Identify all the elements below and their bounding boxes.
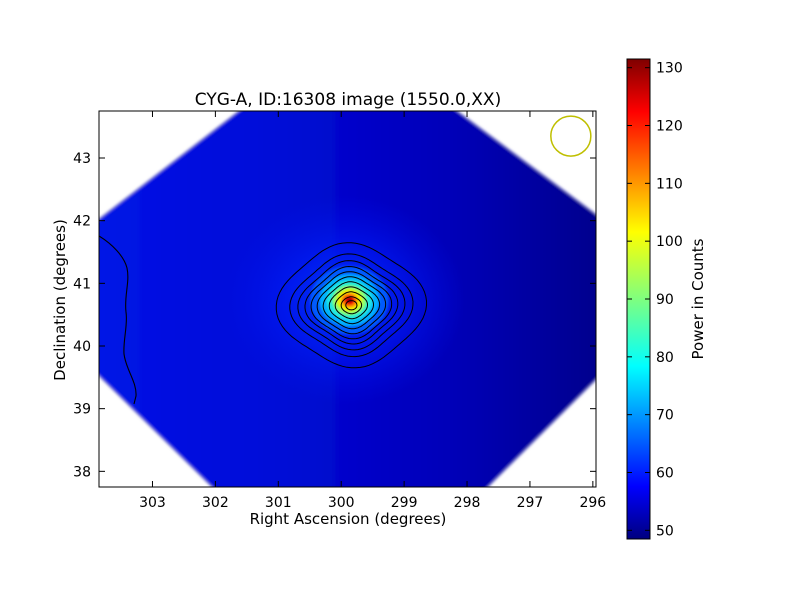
y-axis: 38 39 40 41 42 43 bbox=[73, 151, 596, 480]
y-axis-label: Declination (degrees) bbox=[51, 219, 69, 381]
colorbar-axis: 50 60 70 80 90 100 110 120 130 bbox=[627, 61, 683, 539]
beam-marker bbox=[550, 115, 592, 157]
contour-line bbox=[297, 260, 406, 351]
contour-line bbox=[328, 286, 374, 325]
y-tick-label: 43 bbox=[73, 151, 91, 167]
colorbar-tick-label: 120 bbox=[656, 119, 683, 135]
contour-line bbox=[310, 271, 393, 340]
colorbar-tick-label: 110 bbox=[656, 176, 683, 192]
y-tick-label: 42 bbox=[73, 214, 91, 230]
colorbar-tick-label: 130 bbox=[656, 61, 683, 77]
x-tick-label: 296 bbox=[579, 495, 606, 511]
colorbar-tick-label: 60 bbox=[656, 465, 674, 481]
edge-contour bbox=[99, 235, 137, 405]
y-tick-label: 40 bbox=[73, 339, 91, 355]
axes-frame bbox=[98, 110, 597, 488]
x-tick-label: 297 bbox=[517, 495, 544, 511]
contour-line bbox=[345, 300, 358, 311]
x-axis-label: Right Ascension (degrees) bbox=[250, 510, 447, 528]
contour-line bbox=[289, 253, 414, 358]
colorbar-tick-label: 80 bbox=[656, 350, 674, 366]
contour-line bbox=[322, 281, 381, 330]
contour-lines bbox=[275, 242, 427, 369]
contour-line bbox=[340, 296, 363, 315]
x-tick-label: 301 bbox=[265, 495, 292, 511]
x-tick-label: 302 bbox=[202, 495, 229, 511]
x-tick-label: 299 bbox=[391, 495, 418, 511]
contour-line bbox=[275, 242, 427, 369]
x-tick-label: 298 bbox=[454, 495, 481, 511]
y-tick-label: 38 bbox=[73, 464, 91, 480]
colorbar-tick-label: 100 bbox=[656, 234, 683, 250]
x-axis: 303 302 301 300 299 298 297 296 bbox=[139, 111, 606, 511]
colorbar-tick-label: 70 bbox=[656, 408, 674, 424]
contour-line bbox=[334, 291, 368, 320]
y-tick-label: 41 bbox=[73, 276, 91, 292]
y-tick-label: 39 bbox=[73, 402, 91, 418]
x-tick-label: 300 bbox=[328, 495, 355, 511]
contour-line bbox=[316, 276, 387, 335]
colorbar-label: Power in Counts bbox=[689, 238, 707, 359]
x-tick-label: 303 bbox=[139, 495, 166, 511]
plot-area bbox=[99, 111, 596, 487]
chart-title: CYG-A, ID:16308 image (1550.0,XX) bbox=[195, 90, 501, 110]
contour-line bbox=[304, 265, 399, 345]
colorbar-tick-label: 90 bbox=[656, 292, 674, 308]
colorbar-tick-label: 50 bbox=[656, 523, 674, 539]
